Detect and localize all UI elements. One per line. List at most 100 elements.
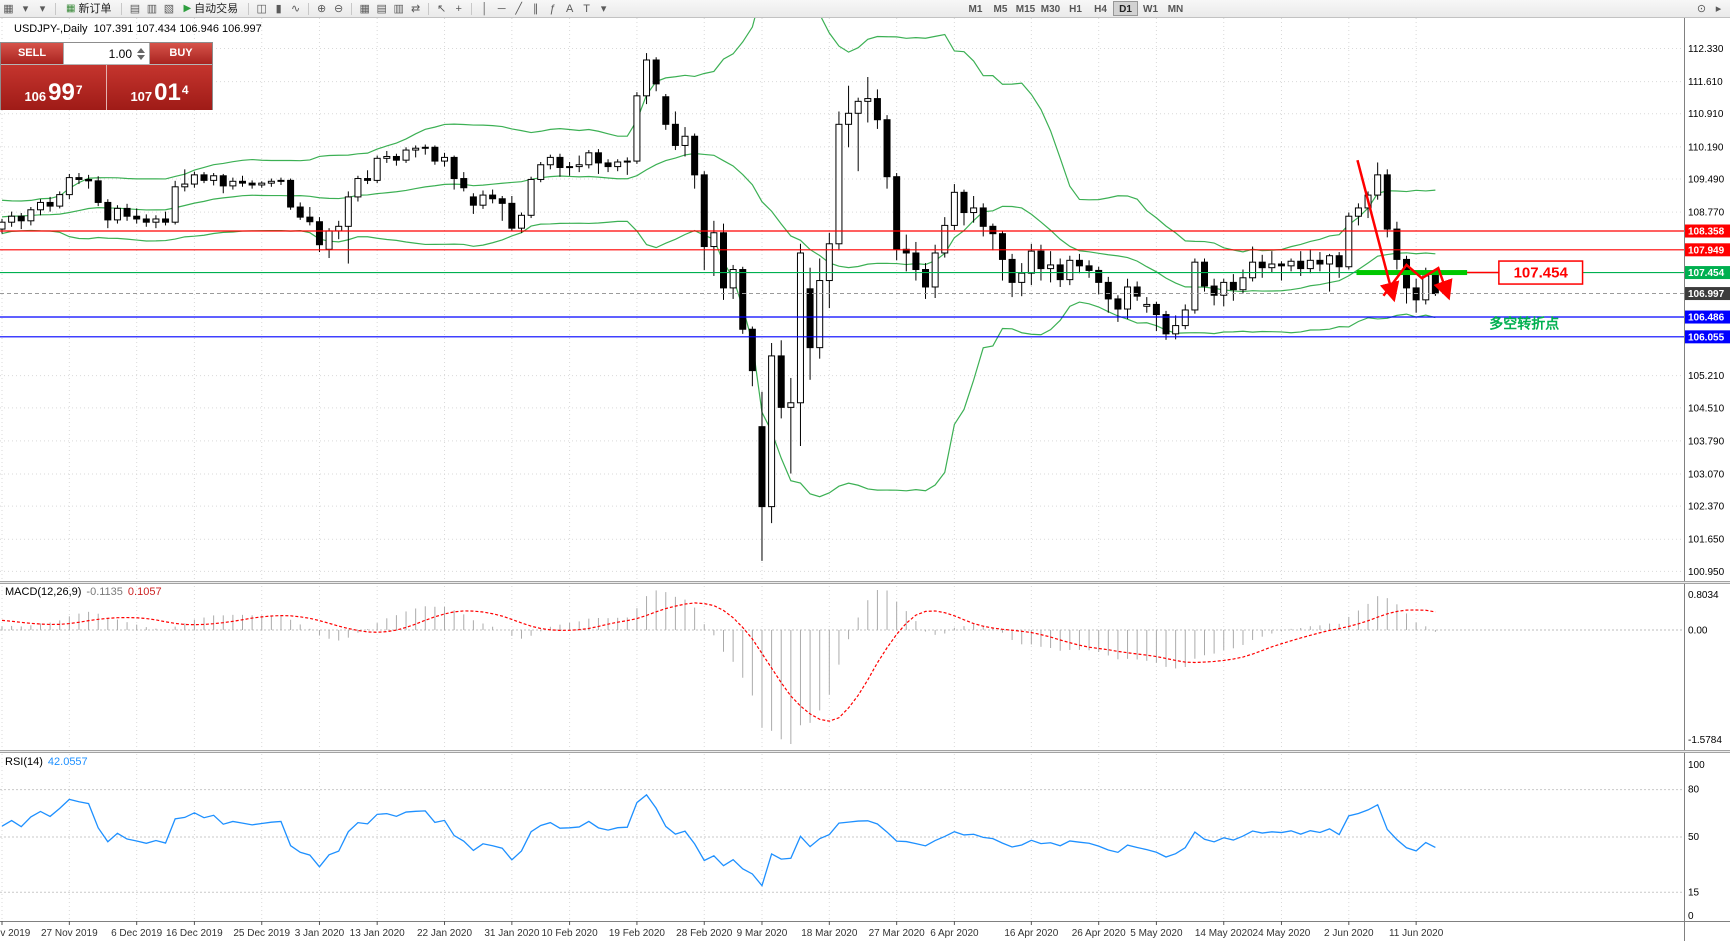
horizontal-line-icon[interactable]: ─ — [497, 2, 506, 15]
bid-pips: 99 — [48, 79, 75, 106]
buy-price-display[interactable]: 107 01 4 — [107, 65, 212, 110]
ask-big-figure: 107 — [130, 89, 153, 104]
zoom-out-icon[interactable]: ⊖ — [334, 2, 344, 15]
data-window-icon[interactable]: ▥ — [146, 2, 158, 15]
vertical-line-icon[interactable]: │ — [481, 2, 489, 15]
chart-annotations[interactable]: 107.454 多空转折点 — [1356, 159, 1584, 331]
date-label: 19 Feb 2020 — [609, 928, 666, 939]
svg-text:0: 0 — [1688, 911, 1694, 922]
auto-trading-button[interactable]: ▶ 自动交易 — [177, 1, 244, 17]
timeframe-m1[interactable]: M1 — [968, 4, 983, 15]
price-axis[interactable]: 112.330 111.610 110.910 110.190 109.490 108.7… — [1684, 17, 1730, 941]
shapes-dropdown-icon[interactable]: ▾ — [600, 2, 607, 15]
text-label-icon[interactable]: T — [583, 2, 591, 15]
rsi-indicator-label: RSI(14) 42.0557 — [5, 756, 88, 768]
trend-arrow[interactable] — [1356, 159, 1400, 303]
more-tools-icon[interactable]: ▸ — [1715, 3, 1722, 15]
date-label: 9 Mar 2020 — [737, 928, 788, 939]
lot-decrease-button[interactable] — [137, 54, 145, 60]
auto-scroll-icon[interactable]: ⇄ — [411, 2, 421, 15]
sell-price-display[interactable]: 106 99 7 — [1, 65, 107, 110]
new-order-button[interactable]: ▦ 新订单 — [60, 1, 117, 17]
date-label: 18 Mar 2020 — [801, 928, 858, 939]
timeframe-d1[interactable]: D1 — [1113, 1, 1138, 16]
fibonacci-icon[interactable]: ƒ — [549, 2, 556, 15]
sell-button[interactable]: SELL — [1, 43, 63, 64]
new-chart-icon[interactable]: ▦ — [3, 2, 14, 15]
date-label: 22 Jan 2020 — [417, 928, 472, 939]
toolbar-separator — [351, 2, 353, 15]
new-order-button-label: 新订单 — [78, 2, 112, 15]
timeframe-m5[interactable]: M5 — [993, 4, 1008, 15]
annotation-note-text[interactable]: 多空转折点 — [1489, 315, 1559, 331]
svg-text:103.790: 103.790 — [1688, 436, 1725, 447]
line-chart-icon[interactable]: ∿ — [291, 2, 301, 15]
svg-text:104.510: 104.510 — [1688, 403, 1725, 414]
lot-spinner — [137, 47, 145, 60]
date-label: 10 Feb 2020 — [541, 928, 598, 939]
arrange-windows-icon[interactable]: ▥ — [393, 2, 404, 15]
timeframe-h1[interactable]: H1 — [1069, 4, 1082, 15]
svg-text:106.055: 106.055 — [1688, 332, 1725, 343]
ask-pips: 01 — [154, 79, 181, 106]
date-label: 27 Mar 2020 — [869, 928, 926, 939]
chart-templates-icon[interactable]: ▾ — [39, 2, 46, 15]
price-callout-box[interactable] — [1498, 260, 1584, 285]
timeframe-w1[interactable]: W1 — [1143, 4, 1158, 15]
rsi-line — [1, 793, 1436, 887]
chart-profiles-icon[interactable]: ▾ — [22, 2, 29, 15]
svg-text:0.00: 0.00 — [1688, 625, 1708, 636]
date-label: 31 Jan 2020 — [484, 928, 539, 939]
timeframe-m30[interactable]: M30 — [1040, 4, 1061, 15]
toolbar: ▦ ▾ ▾ ▦ 新订单 ▤ ▥ ▧ ▶ 自动交易 ◫ ▮ ∿ ⊕ ⊖ ▦ ▤ ▥ ⇄ ↖ + │ ─ ╱ ∥ ƒ A T ▾ M1 M5 M… — [0, 0, 1730, 18]
timeframe-h4[interactable]: H4 — [1094, 4, 1107, 15]
rsi-pane — [0, 789, 1684, 893]
timeframe-mn[interactable]: MN — [1167, 4, 1184, 15]
lot-size-field[interactable]: 1.00 — [63, 43, 150, 64]
svg-text:0.8034: 0.8034 — [1688, 590, 1719, 601]
macd-name: MACD(12,26,9) — [5, 586, 82, 598]
buy-button[interactable]: BUY — [150, 43, 212, 64]
svg-text:108.770: 108.770 — [1688, 208, 1725, 219]
cascade-windows-icon[interactable]: ▤ — [376, 2, 387, 15]
lot-increase-button[interactable] — [137, 47, 145, 53]
zoom-in-icon[interactable]: ⊕ — [317, 2, 327, 15]
macd-main-value: -0.1135 — [86, 586, 123, 598]
toolbar-separator — [55, 2, 56, 15]
zigzag-arrow[interactable] — [1382, 263, 1453, 301]
search-icon[interactable]: ⊙ — [1696, 3, 1707, 15]
date-label: 6 Apr 2020 — [930, 928, 979, 939]
svg-text:109.490: 109.490 — [1688, 174, 1725, 185]
svg-text:103.070: 103.070 — [1688, 469, 1725, 480]
candlestick-chart-icon[interactable]: ▮ — [275, 2, 282, 15]
cursor-icon[interactable]: ↖ — [437, 2, 447, 15]
navigator-icon[interactable]: ▧ — [163, 2, 175, 15]
support-segment[interactable] — [1356, 270, 1468, 276]
svg-text:111.610: 111.610 — [1688, 77, 1723, 88]
new-order-icon: ▦ — [66, 2, 76, 14]
trendline-icon[interactable]: ╱ — [515, 2, 522, 15]
date-label: 2 Jun 2020 — [1324, 928, 1374, 939]
svg-text:50: 50 — [1688, 832, 1700, 843]
quote-ohlc: 107.391 107.434 106.946 106.997 — [93, 23, 262, 35]
lot-size-value: 1.00 — [108, 46, 132, 61]
toolbar-separator — [471, 2, 473, 15]
equidistant-channel-icon[interactable]: ∥ — [532, 2, 539, 15]
bar-chart-icon[interactable]: ◫ — [256, 2, 267, 15]
text-icon[interactable]: A — [565, 2, 574, 15]
tile-windows-icon[interactable]: ▦ — [359, 2, 370, 15]
crosshair-icon[interactable]: + — [455, 2, 462, 15]
auto-trading-icon: ▶ — [183, 2, 192, 14]
macd-signal-line — [1, 602, 1436, 722]
market-watch-icon[interactable]: ▤ — [129, 2, 141, 15]
timeframe-m15[interactable]: M15 — [1015, 4, 1036, 15]
svg-text:100: 100 — [1688, 760, 1705, 771]
rsi-value: 42.0557 — [47, 756, 88, 768]
svg-text:108.358: 108.358 — [1688, 227, 1725, 238]
svg-text:106.997: 106.997 — [1688, 289, 1725, 300]
date-label: 18 Nov 2019 — [0, 928, 31, 939]
macd-signal-value: 0.1057 — [127, 586, 162, 598]
